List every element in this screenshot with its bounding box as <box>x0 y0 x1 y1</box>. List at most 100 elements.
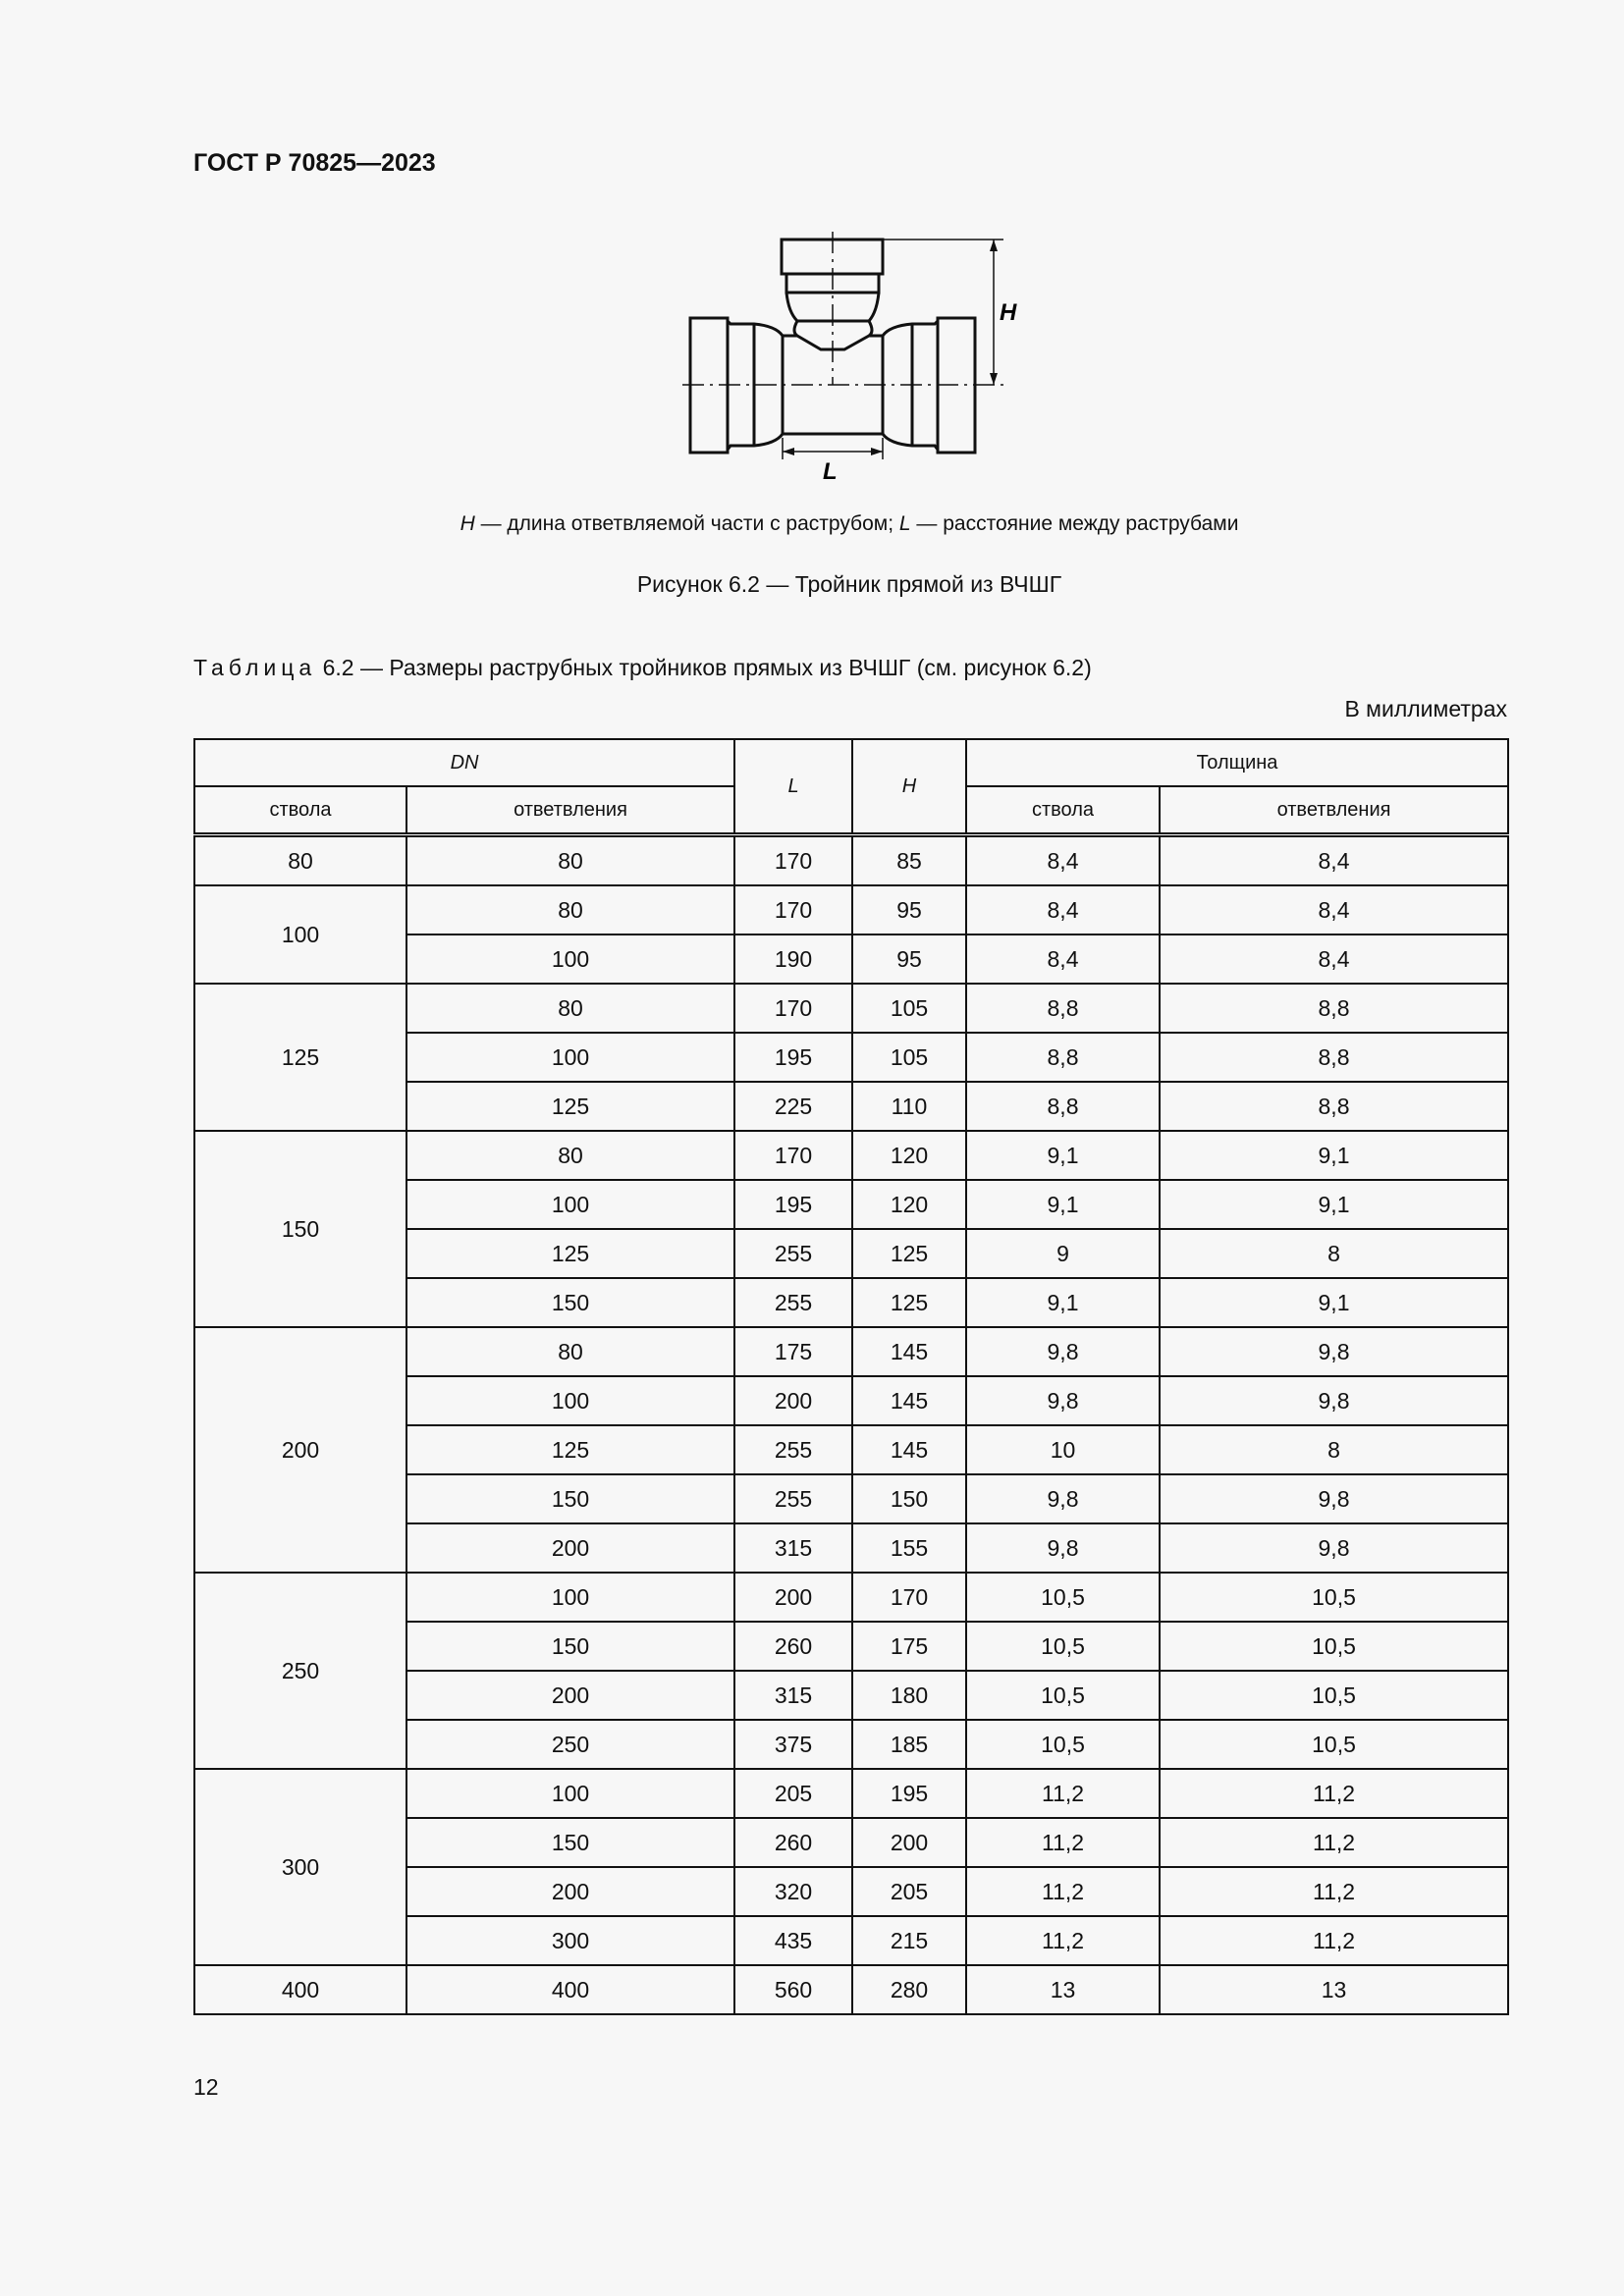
cell-thickness-trunk: 9,8 <box>965 1522 1162 1574</box>
cell-thickness-trunk: 8,4 <box>965 833 1162 886</box>
cell-h: 120 <box>851 1130 968 1181</box>
cell-thickness-branch: 8 <box>1159 1228 1510 1279</box>
cell-h: 145 <box>851 1326 968 1377</box>
cell-h: 95 <box>851 934 968 985</box>
cell-dn-branch: 125 <box>405 1424 736 1475</box>
cell-thickness-branch: 10,5 <box>1159 1621 1510 1672</box>
cell-h: 175 <box>851 1621 968 1672</box>
cell-dn-branch: 80 <box>405 1130 736 1181</box>
cell-l: 200 <box>733 1572 854 1623</box>
cell-thickness-trunk: 9,8 <box>965 1375 1162 1426</box>
cell-h: 195 <box>851 1768 968 1819</box>
cell-thickness-branch: 13 <box>1159 1964 1510 2015</box>
cell-thickness-branch: 8,4 <box>1159 833 1510 886</box>
tee-fitting-drawing: H L <box>682 232 1017 485</box>
cell-thickness-trunk: 10 <box>965 1424 1162 1475</box>
cell-thickness-trunk: 9,1 <box>965 1130 1162 1181</box>
cell-thickness-branch: 10,5 <box>1159 1670 1510 1721</box>
legend-h-text: — длина ответвляемой части с раструбом; <box>474 512 899 535</box>
cell-l: 255 <box>733 1228 854 1279</box>
cell-h: 155 <box>851 1522 968 1574</box>
cell-thickness-branch: 8,8 <box>1159 1081 1510 1132</box>
cell-l: 435 <box>733 1915 854 1966</box>
cell-dn-branch: 250 <box>405 1719 736 1770</box>
header-dn-branch: ответвления <box>405 785 736 837</box>
table-caption-text: 6.2 — Размеры раструбных тройников прямы… <box>322 655 1092 680</box>
cell-thickness-branch: 11,2 <box>1159 1866 1510 1917</box>
cell-thickness-trunk: 11,2 <box>965 1768 1162 1819</box>
table-row: 100 200 145 9,8 9,8 <box>194 1375 1510 1426</box>
cell-l: 255 <box>733 1473 854 1524</box>
cell-l: 320 <box>733 1866 854 1917</box>
cell-thickness-trunk: 13 <box>965 1964 1162 2015</box>
cell-dn-trunk: 150 <box>193 1130 407 1328</box>
cell-dn-branch: 300 <box>405 1915 736 1966</box>
cell-thickness-trunk: 11,2 <box>965 1915 1162 1966</box>
table-row: 125 255 125 9 8 <box>194 1228 1510 1279</box>
table-row: 150 80 170 120 9,1 9,1 <box>193 1130 1510 1328</box>
cell-dn-trunk: 250 <box>193 1572 407 1770</box>
cell-dn-trunk: 125 <box>193 983 407 1132</box>
cell-thickness-trunk: 10,5 <box>965 1572 1162 1623</box>
cell-h: 105 <box>851 1032 968 1083</box>
table-row: 200 315 180 10,5 10,5 <box>194 1670 1510 1721</box>
figure-legend: H — длина ответвляемой части с раструбом… <box>0 512 1624 536</box>
cell-h: 145 <box>851 1424 968 1475</box>
cell-l: 260 <box>733 1621 854 1672</box>
cell-thickness-trunk: 8,4 <box>965 934 1162 985</box>
cell-thickness-trunk: 11,2 <box>965 1817 1162 1868</box>
left-socket-top <box>726 319 797 338</box>
header-dn: DN <box>192 738 736 787</box>
cell-dn-trunk: 400 <box>193 1964 407 2015</box>
cell-thickness-trunk: 9,1 <box>965 1179 1162 1230</box>
legend-h-symbol: H <box>460 512 475 535</box>
cell-l: 170 <box>733 1130 854 1181</box>
header-l: L <box>733 738 854 837</box>
cell-h: 185 <box>851 1719 968 1770</box>
cell-thickness-trunk: 9,8 <box>965 1326 1162 1377</box>
cell-thickness-trunk: 10,5 <box>965 1670 1162 1721</box>
cell-l: 170 <box>733 884 854 935</box>
cell-thickness-trunk: 8,4 <box>965 884 1162 935</box>
table-row: 100 80 170 95 8,4 8,4 <box>193 884 1510 985</box>
cell-thickness-branch: 9,8 <box>1159 1326 1510 1377</box>
table-row: 150 260 200 11,2 11,2 <box>194 1817 1510 1868</box>
cell-thickness-branch: 11,2 <box>1159 1768 1510 1819</box>
table-row: 100 190 95 8,4 8,4 <box>194 934 1510 985</box>
table-units: В миллиметрах <box>1344 696 1507 721</box>
cell-h: 85 <box>851 833 968 886</box>
table-body: 80 80 170 85 8,4 8,4 100 80 170 95 8,4 8,4 100 190 95 8… <box>193 833 1510 2015</box>
cell-dn-trunk: 80 <box>193 833 407 886</box>
cell-h: 105 <box>851 983 968 1034</box>
cell-dn-branch: 100 <box>405 1768 736 1819</box>
cell-l: 315 <box>733 1670 854 1721</box>
table-row: 80 80 170 85 8,4 8,4 <box>193 833 1510 886</box>
cell-thickness-branch: 10,5 <box>1159 1572 1510 1623</box>
table-row: 125 225 110 8,8 8,8 <box>194 1081 1510 1132</box>
cell-h: 205 <box>851 1866 968 1917</box>
cell-dn-branch: 150 <box>405 1817 736 1868</box>
cell-l: 170 <box>733 833 854 886</box>
document-title: ГОСТ Р 70825—2023 <box>193 149 436 177</box>
cell-l: 195 <box>733 1032 854 1083</box>
table-row: 200 80 175 145 9,8 9,8 <box>193 1326 1510 1574</box>
cell-dn-branch: 150 <box>405 1473 736 1524</box>
cell-thickness-branch: 8,4 <box>1159 884 1510 935</box>
cell-h: 200 <box>851 1817 968 1868</box>
cell-dn-branch: 100 <box>405 934 736 985</box>
cell-h: 95 <box>851 884 968 935</box>
cell-l: 375 <box>733 1719 854 1770</box>
cell-thickness-trunk: 9,8 <box>965 1473 1162 1524</box>
cell-h: 145 <box>851 1375 968 1426</box>
header-thickness-trunk: ствола <box>965 785 1162 837</box>
h-dimension-label: H <box>1000 299 1017 326</box>
cell-l: 200 <box>733 1375 854 1426</box>
cell-l: 190 <box>733 934 854 985</box>
cell-dn-branch: 125 <box>405 1228 736 1279</box>
table-row: 250 100 200 170 10,5 10,5 <box>193 1572 1510 1770</box>
cell-h: 170 <box>851 1572 968 1623</box>
cell-thickness-branch: 9,1 <box>1159 1277 1510 1328</box>
cell-thickness-trunk: 8,8 <box>965 1032 1162 1083</box>
header-h: H <box>851 738 968 837</box>
cell-h: 120 <box>851 1179 968 1230</box>
